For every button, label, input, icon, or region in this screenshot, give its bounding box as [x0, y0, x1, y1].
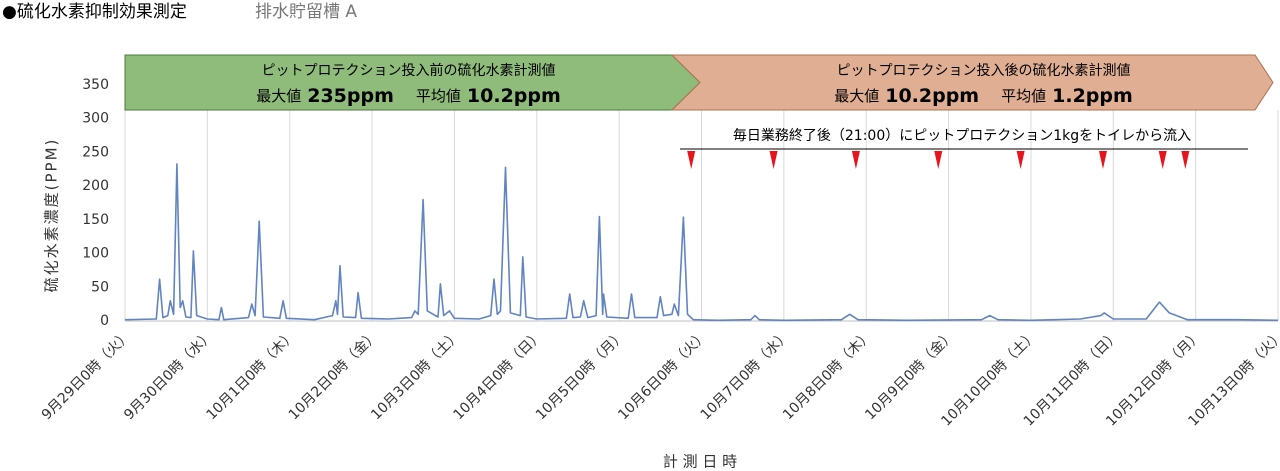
banner [670, 54, 1274, 111]
banner-avg-value: 1.2ppm [1052, 85, 1133, 107]
banner-avg-label: 平均値 [416, 87, 461, 105]
banner-title: ピットプロテクション投入後の硫化水素計測値 [837, 63, 1131, 79]
banner-avg-label: 平均値 [1001, 87, 1046, 105]
y-tick-label: 100 [82, 246, 109, 262]
event-marker [769, 151, 778, 169]
event-marker [934, 151, 943, 169]
event-marker [1016, 151, 1025, 169]
event-marker [851, 151, 860, 169]
y-tick-label: 0 [100, 313, 109, 329]
chart-subtitle: 排水貯留槽 A [255, 2, 357, 22]
y-tick-label: 250 [82, 144, 109, 160]
x-tick-label: 10月2日0時（金） [286, 327, 382, 423]
event-marker [687, 151, 696, 169]
y-tick-label: 300 [82, 111, 109, 127]
y-tick-label: 150 [82, 212, 109, 228]
y-axis-label: 硫化水素濃度(PPM) [43, 138, 61, 293]
banner-stats: 最大値 235ppm 平均値 10.2ppm [256, 85, 561, 107]
x-tick-label: 10月3日0時（土） [368, 327, 464, 423]
event-marker [1098, 151, 1107, 169]
x-tick-label: 10月6日0時（火） [615, 327, 711, 423]
x-tick-label: 9月29日0時（火） [39, 327, 135, 423]
data-line [124, 163, 1279, 322]
chart-title: ●硫化水素抑制効果測定 [2, 2, 187, 22]
event-marker [1158, 151, 1167, 169]
event-note: 毎日業務終了後（21:00）にピットプロテクション1kgをトイレから流入 [733, 128, 1191, 144]
banner-title: ピットプロテクション投入前の硫化水素計測値 [262, 62, 556, 79]
banner-max-label: 最大値 [256, 87, 301, 105]
banner-avg-value: 10.2ppm [467, 85, 561, 107]
y-tick-label: 350 [82, 77, 109, 93]
banner-max-value: 10.2ppm [885, 85, 979, 107]
banner-max-label: 最大値 [834, 87, 879, 105]
x-axis-label: 計 測 日 時 [663, 453, 737, 471]
y-tick-label: 50 [91, 279, 109, 295]
banner-stats: 最大値 10.2ppm 平均値 1.2ppm [834, 85, 1133, 107]
event-marker [1181, 151, 1190, 169]
x-tick-label: 10月4日0時（日） [451, 327, 547, 423]
x-tick-label: 10月8日0時（木） [780, 327, 876, 423]
x-tick-label: 10月7日0時（水） [698, 327, 794, 423]
x-tick-label: 9月30日0時（水） [121, 327, 217, 423]
x-tick-label: 10月5日0時（月） [533, 327, 629, 423]
y-tick-label: 200 [82, 178, 109, 194]
x-tick-label: 10月1日0時（木） [203, 327, 299, 423]
x-tick-label: 10月9日0時（金） [862, 327, 958, 423]
banner-max-value: 235ppm [307, 85, 394, 107]
